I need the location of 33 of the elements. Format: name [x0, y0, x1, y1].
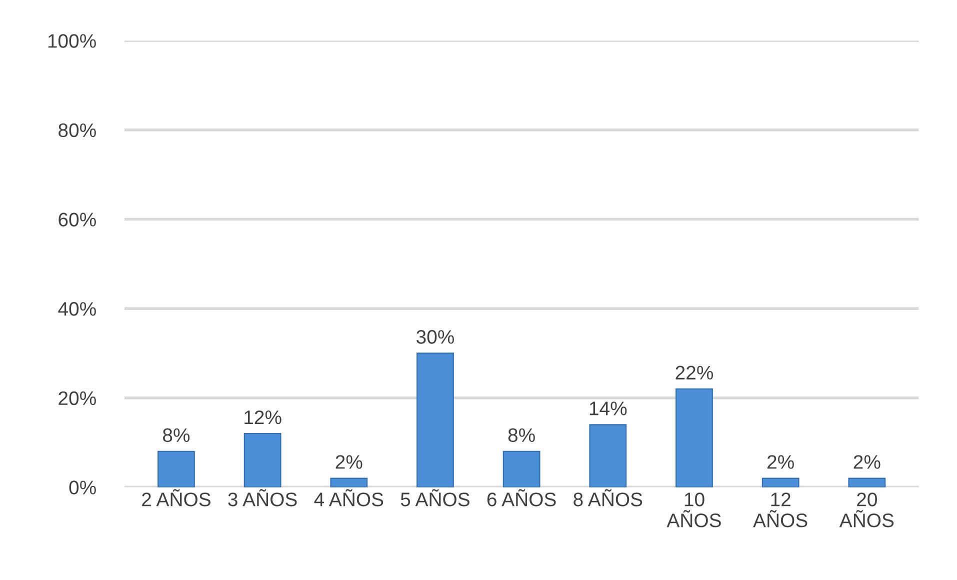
- y-tick-label: 20%: [58, 391, 96, 406]
- data-label: 14%: [590, 402, 627, 416]
- x-tick-label: 10 AÑOS: [666, 492, 721, 528]
- bar: [416, 352, 454, 488]
- x-tick-label: 5 AÑOS: [400, 489, 470, 506]
- x-tick-label: 3 AÑOS: [228, 489, 297, 506]
- bar: [502, 450, 540, 488]
- bar: [330, 478, 368, 488]
- bar: [676, 388, 713, 488]
- data-label: 22%: [676, 366, 714, 380]
- y-tick-label: 40%: [58, 302, 96, 316]
- y-tick-label: 0%: [69, 480, 96, 494]
- data-label: 30%: [416, 330, 454, 344]
- bar: [244, 433, 282, 488]
- data-label: 2%: [768, 455, 794, 469]
- bar: [158, 450, 195, 488]
- x-tick-label: 12 AÑOS: [753, 492, 808, 528]
- bar: [589, 424, 627, 488]
- x-tick-label: 4 AÑOS: [314, 489, 384, 506]
- y-tick-label: 100%: [48, 34, 96, 48]
- bar: [762, 478, 800, 488]
- x-tick-label: 20 AÑOS: [839, 492, 894, 528]
- data-label: 12%: [244, 410, 282, 424]
- data-label: 2%: [854, 455, 880, 469]
- x-tick-label: 6 AÑOS: [487, 489, 556, 506]
- y-tick-label: 80%: [58, 123, 96, 138]
- y-tick-label: 60%: [58, 212, 96, 226]
- data-label: 8%: [508, 428, 535, 442]
- bar: [848, 478, 886, 488]
- data-label: 8%: [163, 428, 190, 442]
- data-label: 2%: [336, 455, 362, 469]
- x-tick-label: 8 AÑOS: [574, 489, 642, 506]
- x-tick-label: 2 AÑOS: [142, 489, 210, 506]
